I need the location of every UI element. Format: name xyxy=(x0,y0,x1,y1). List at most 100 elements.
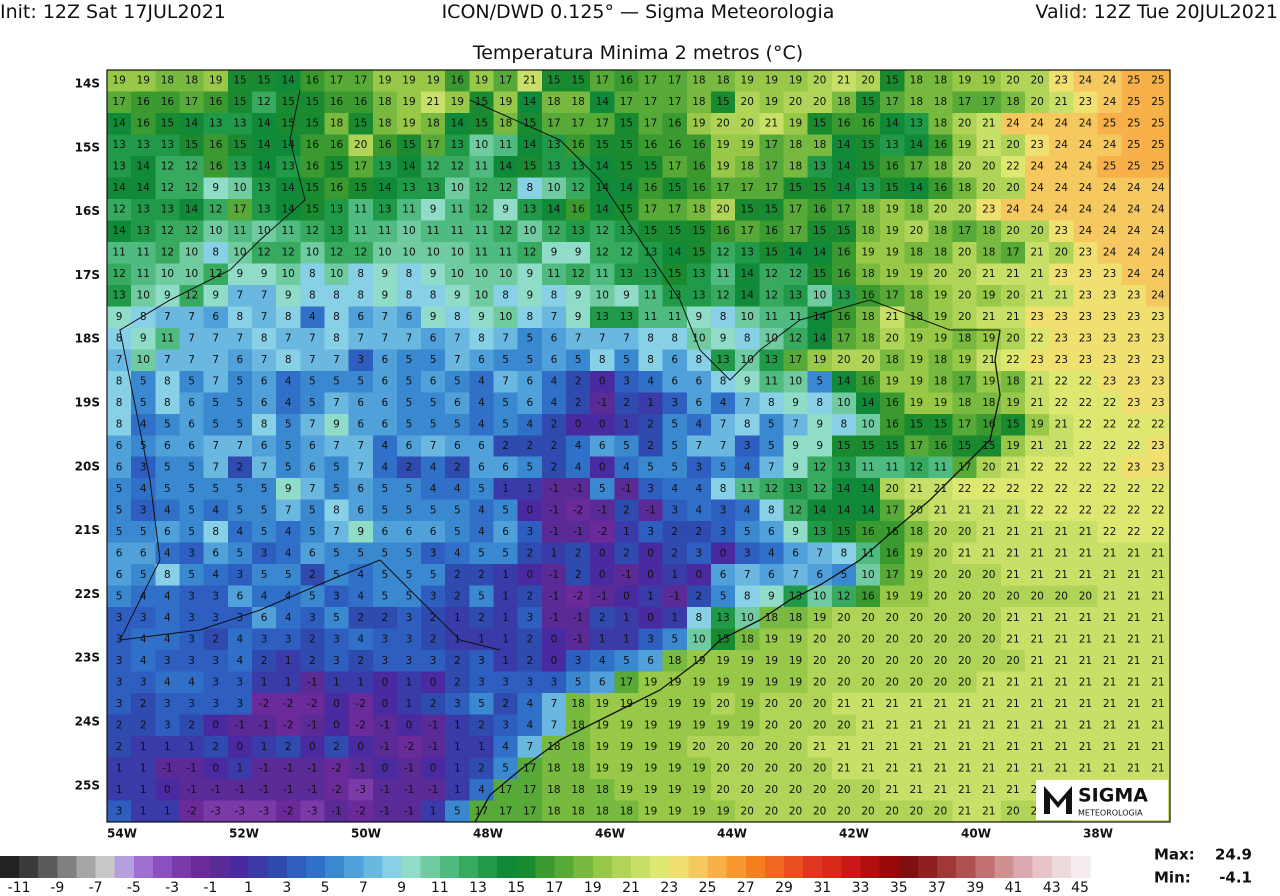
colorbar-swatch xyxy=(879,856,900,878)
field-value: 17 xyxy=(523,805,536,817)
field-value: 21 xyxy=(1030,290,1043,302)
field-value: 7 xyxy=(792,419,799,431)
field-value: 5 xyxy=(406,504,413,516)
lon-label: 42W xyxy=(839,827,869,841)
field-cell xyxy=(855,177,881,200)
field-value: 21 xyxy=(1030,397,1043,409)
field-value: 21 xyxy=(1030,655,1043,667)
field-value: 20 xyxy=(354,139,367,151)
field-value: 7 xyxy=(357,461,364,473)
field-value: 22 xyxy=(1006,354,1019,366)
colorbar-swatch xyxy=(229,856,249,878)
field-value: -1 xyxy=(597,590,607,602)
field-cell xyxy=(445,112,470,136)
field-cell xyxy=(131,177,156,200)
field-value: 7 xyxy=(454,354,461,366)
field-value: 21 xyxy=(1151,547,1164,559)
field-value: 3 xyxy=(744,547,751,559)
field-value: 11 xyxy=(547,268,560,280)
field-cell xyxy=(735,91,760,114)
field-value: 23 xyxy=(1079,96,1092,108)
field-cell xyxy=(227,70,253,93)
field-value: 15 xyxy=(620,161,633,173)
field-cell xyxy=(251,349,277,372)
field-value: -1 xyxy=(259,784,269,796)
field-value: 12 xyxy=(330,247,343,259)
field-value: 5 xyxy=(502,547,509,559)
field-value: 14 xyxy=(837,161,851,173)
field-value: 18 xyxy=(571,784,584,796)
field-cell xyxy=(807,155,833,179)
field-value: 19 xyxy=(716,139,729,151)
field-value: 21 xyxy=(982,698,995,710)
field-value: 17 xyxy=(885,504,898,516)
field-value: -1 xyxy=(307,784,317,796)
field-value: 6 xyxy=(430,376,437,388)
field-cell xyxy=(227,241,253,264)
field-cell xyxy=(710,112,736,136)
field-value: 1 xyxy=(623,633,630,645)
field-value: 11 xyxy=(596,268,609,280)
field-value: 5 xyxy=(140,526,147,538)
field-value: 13 xyxy=(885,139,898,151)
field-value: 17 xyxy=(958,225,971,237)
field-value: 22 xyxy=(1079,504,1092,516)
field-value: 5 xyxy=(406,397,413,409)
field-cell xyxy=(1145,70,1171,93)
field-cell xyxy=(590,284,615,307)
field-value: 17 xyxy=(885,290,898,302)
field-cell xyxy=(541,284,567,307)
field-value: 24 xyxy=(1006,118,1020,130)
field-value: 23 xyxy=(1151,311,1164,323)
field-value: 19 xyxy=(402,75,415,87)
field-cell xyxy=(396,134,422,157)
field-value: 16 xyxy=(861,526,875,538)
field-value: 2 xyxy=(454,676,461,688)
field-value: 3 xyxy=(406,655,413,667)
field-value: 21 xyxy=(982,139,995,151)
field-value: 15 xyxy=(330,161,343,173)
field-value: 22 xyxy=(1030,461,1043,473)
field-cell xyxy=(662,306,688,329)
field-value: 5 xyxy=(381,483,388,495)
field-value: 8 xyxy=(744,419,751,431)
field-value: 1 xyxy=(333,676,340,688)
field-value: 20 xyxy=(813,655,826,667)
field-value: 5 xyxy=(502,504,509,516)
field-value: 6 xyxy=(357,419,364,431)
field-cell xyxy=(324,177,350,200)
field-value: 18 xyxy=(1006,376,1019,388)
field-value: 8 xyxy=(768,504,775,516)
field-cell xyxy=(107,327,132,350)
field-cell xyxy=(880,112,905,136)
field-value: 14 xyxy=(596,204,610,216)
field-value: 21 xyxy=(1030,741,1043,753)
field-value: 12 xyxy=(354,247,367,259)
field-cell xyxy=(1145,327,1171,350)
field-value: 20 xyxy=(1006,655,1019,667)
field-cell xyxy=(469,198,495,221)
field-value: 23 xyxy=(1151,354,1164,366)
field-value: -2 xyxy=(355,805,365,817)
field-cell xyxy=(179,241,205,264)
field-value: -2 xyxy=(186,805,196,817)
field-value: 18 xyxy=(837,96,850,108)
field-value: 5 xyxy=(237,504,244,516)
field-value: 9 xyxy=(575,311,582,323)
field-cell xyxy=(372,134,398,157)
field-value: 16 xyxy=(934,139,948,151)
field-value: 24 xyxy=(1055,139,1069,151)
field-cell xyxy=(541,177,567,200)
field-cell xyxy=(614,155,640,179)
field-value: 5 xyxy=(212,483,219,495)
field-cell xyxy=(1025,241,1050,264)
field-cell xyxy=(155,263,181,286)
field-value: 19 xyxy=(765,96,778,108)
field-value: 5 xyxy=(381,547,388,559)
field-value: 18 xyxy=(547,741,560,753)
field-value: 6 xyxy=(188,397,195,409)
field-cell xyxy=(952,155,978,179)
field-cell xyxy=(807,91,833,114)
field-cell xyxy=(1121,155,1147,179)
field-value: 14 xyxy=(910,182,924,194)
